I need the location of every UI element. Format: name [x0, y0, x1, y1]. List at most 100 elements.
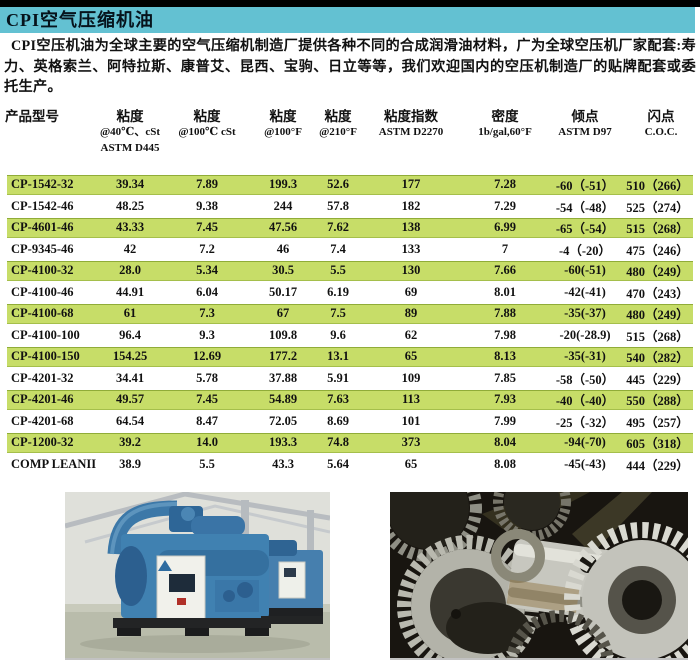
product-model: CP-1200-32	[11, 435, 74, 450]
column-header-line: @100°F	[264, 126, 302, 138]
spec-value: 96.4	[119, 327, 141, 342]
column-header-line: 产品型号	[5, 109, 59, 124]
spec-table-header: 产品型号 粘度 @40℃、cSt ASTM D445 粘度 @100℃ cSt 粘度 @100…	[0, 108, 700, 156]
product-model: COMP LEANII	[11, 456, 97, 471]
spec-value: 510（266）	[626, 179, 689, 194]
spec-value: 9.38	[196, 198, 218, 213]
spec-value: -25（-32）	[555, 415, 615, 430]
spec-value: 138	[401, 220, 421, 235]
spec-value: 9.6	[330, 327, 346, 342]
product-model: CP-4100-150	[11, 349, 80, 364]
spec-value: 130	[401, 263, 421, 278]
spec-value: 67	[276, 306, 290, 321]
column-header-line: 粘度	[324, 109, 352, 124]
table-row: CP-4100-32 28.0 5.34 30.5 5.5 130 7.66 -60(-51)…	[7, 261, 693, 281]
spec-value: -40（-40）	[555, 394, 615, 409]
column-header: 粘度 @210°F	[316, 108, 360, 156]
spec-value: 39.34	[115, 177, 145, 192]
spec-value: 7.4	[330, 241, 346, 256]
table-row: CP-4100-100 96.4 9.3 109.8 9.6 62 7.98 -20(-28.…	[7, 326, 693, 346]
spec-value: 177.2	[268, 349, 298, 364]
column-header-line: @40℃、cSt	[99, 126, 161, 138]
spec-value: 34.41	[115, 370, 145, 385]
spec-value: 6.99	[494, 220, 516, 235]
spec-value: 605（318）	[626, 437, 689, 452]
column-header-line: @210°F	[319, 126, 357, 138]
product-model: CP-4100-100	[11, 327, 80, 342]
spec-value: 7.62	[327, 220, 349, 235]
product-model: CP-1542-32	[11, 177, 74, 192]
spec-value: 8.69	[327, 413, 349, 428]
column-header: 产品型号	[0, 108, 96, 156]
table-row: CP-9345-46 42 7.2 46 7.4 133 7 -4（-20） 475（246）	[7, 240, 693, 260]
spec-value: 14.0	[196, 435, 218, 450]
spec-value: 8.01	[494, 284, 516, 299]
product-model: CP-4100-68	[11, 306, 74, 321]
top-black-bar	[0, 0, 700, 7]
product-model: CP-4201-46	[11, 392, 74, 407]
column-header-line: ASTM D97	[558, 126, 612, 138]
spec-value: 7.3	[199, 306, 215, 321]
table-row: CP-4201-32 34.41 5.78 37.88 5.91 109 7.85 -58（-…	[7, 369, 693, 389]
spec-value: 72.05	[268, 413, 298, 428]
product-model: CP-4100-46	[11, 284, 74, 299]
spec-value: 30.5	[272, 263, 294, 278]
column-header-line: 闪点	[647, 109, 675, 124]
spec-value: 495（257）	[626, 415, 689, 430]
table-row: CP-4100-68 61 7.3 67 7.5 89 7.88 -35(-37) 480（24…	[7, 304, 693, 324]
spec-value: 373	[401, 435, 421, 450]
table-row: CP-4201-68 64.54 8.47 72.05 8.69 101 7.99 -25（-…	[7, 412, 693, 432]
column-header-line: @100℃ cSt	[178, 126, 236, 138]
spec-value: 7.88	[494, 306, 516, 321]
spec-value: -58（-50）	[555, 372, 615, 387]
column-header: 倾点 ASTM D97	[548, 108, 622, 156]
column-header: 密度 1b/gal,60°F	[462, 108, 548, 156]
spec-value: 7.85	[494, 370, 516, 385]
table-row: CP-4100-46 44.91 6.04 50.17 6.19 69 8.01 -42(-4…	[7, 283, 693, 303]
column-header-line: ASTM D2270	[378, 126, 444, 138]
spec-value: 193.3	[268, 435, 298, 450]
spec-value: 7.98	[494, 327, 516, 342]
spec-value: -35(-31)	[564, 349, 606, 364]
spec-value: 177	[401, 177, 421, 192]
intro-paragraph: CPI空压机油为全球主要的空气压缩机制造厂提供各种不同的合成润滑油材料，广为全球…	[4, 38, 696, 95]
spec-value: 42	[123, 241, 137, 256]
spec-value: 7.29	[494, 198, 516, 213]
spec-value: 62	[404, 327, 418, 342]
product-model: CP-4201-32	[11, 370, 74, 385]
spec-value: 65	[404, 349, 418, 364]
spec-value: 9.3	[199, 327, 215, 342]
column-header-line: 倾点	[571, 109, 599, 124]
spec-value: -35(-37)	[564, 306, 606, 321]
spec-value: -45(-43)	[564, 456, 606, 471]
spec-value: 7	[501, 241, 509, 256]
spec-value: -20(-28.9)	[559, 327, 611, 342]
spec-value: 113	[401, 392, 421, 407]
spec-value: 5.78	[196, 370, 218, 385]
spec-value: 74.8	[327, 435, 349, 450]
spec-value: 8.04	[494, 435, 516, 450]
spec-value: 38.9	[119, 456, 141, 471]
spec-value: 540（282）	[626, 351, 689, 366]
column-header: 粘度 @40℃、cSt ASTM D445	[96, 108, 164, 156]
spec-value: 50.17	[268, 284, 298, 299]
column-header-line: 1b/gal,60°F	[478, 126, 532, 138]
spec-value: 475（246）	[626, 243, 689, 258]
spec-value: 89	[404, 306, 418, 321]
spec-value: 480（249）	[626, 308, 689, 323]
column-header-line: ASTM D445	[100, 141, 160, 154]
spec-value: 48.25	[115, 198, 145, 213]
column-header-line: 密度	[491, 109, 519, 124]
table-row: CP-4201-46 49.57 7.45 54.89 7.63 113 7.93 -40（-…	[7, 390, 693, 410]
spec-value: 5.64	[327, 456, 349, 471]
spec-value: 37.88	[268, 370, 298, 385]
column-header: 粘度 @100°F	[250, 108, 316, 156]
spec-value: 182	[401, 198, 421, 213]
spec-value: 199.3	[268, 177, 298, 192]
column-header-line: 粘度	[269, 109, 297, 124]
spec-value: 444（229）	[626, 458, 689, 473]
spec-value: 39.2	[119, 435, 141, 450]
table-row: CP-1542-32 39.34 7.89 199.3 52.6 177 7.28 -60（-…	[7, 175, 693, 195]
product-model: CP-4601-46	[11, 220, 74, 235]
